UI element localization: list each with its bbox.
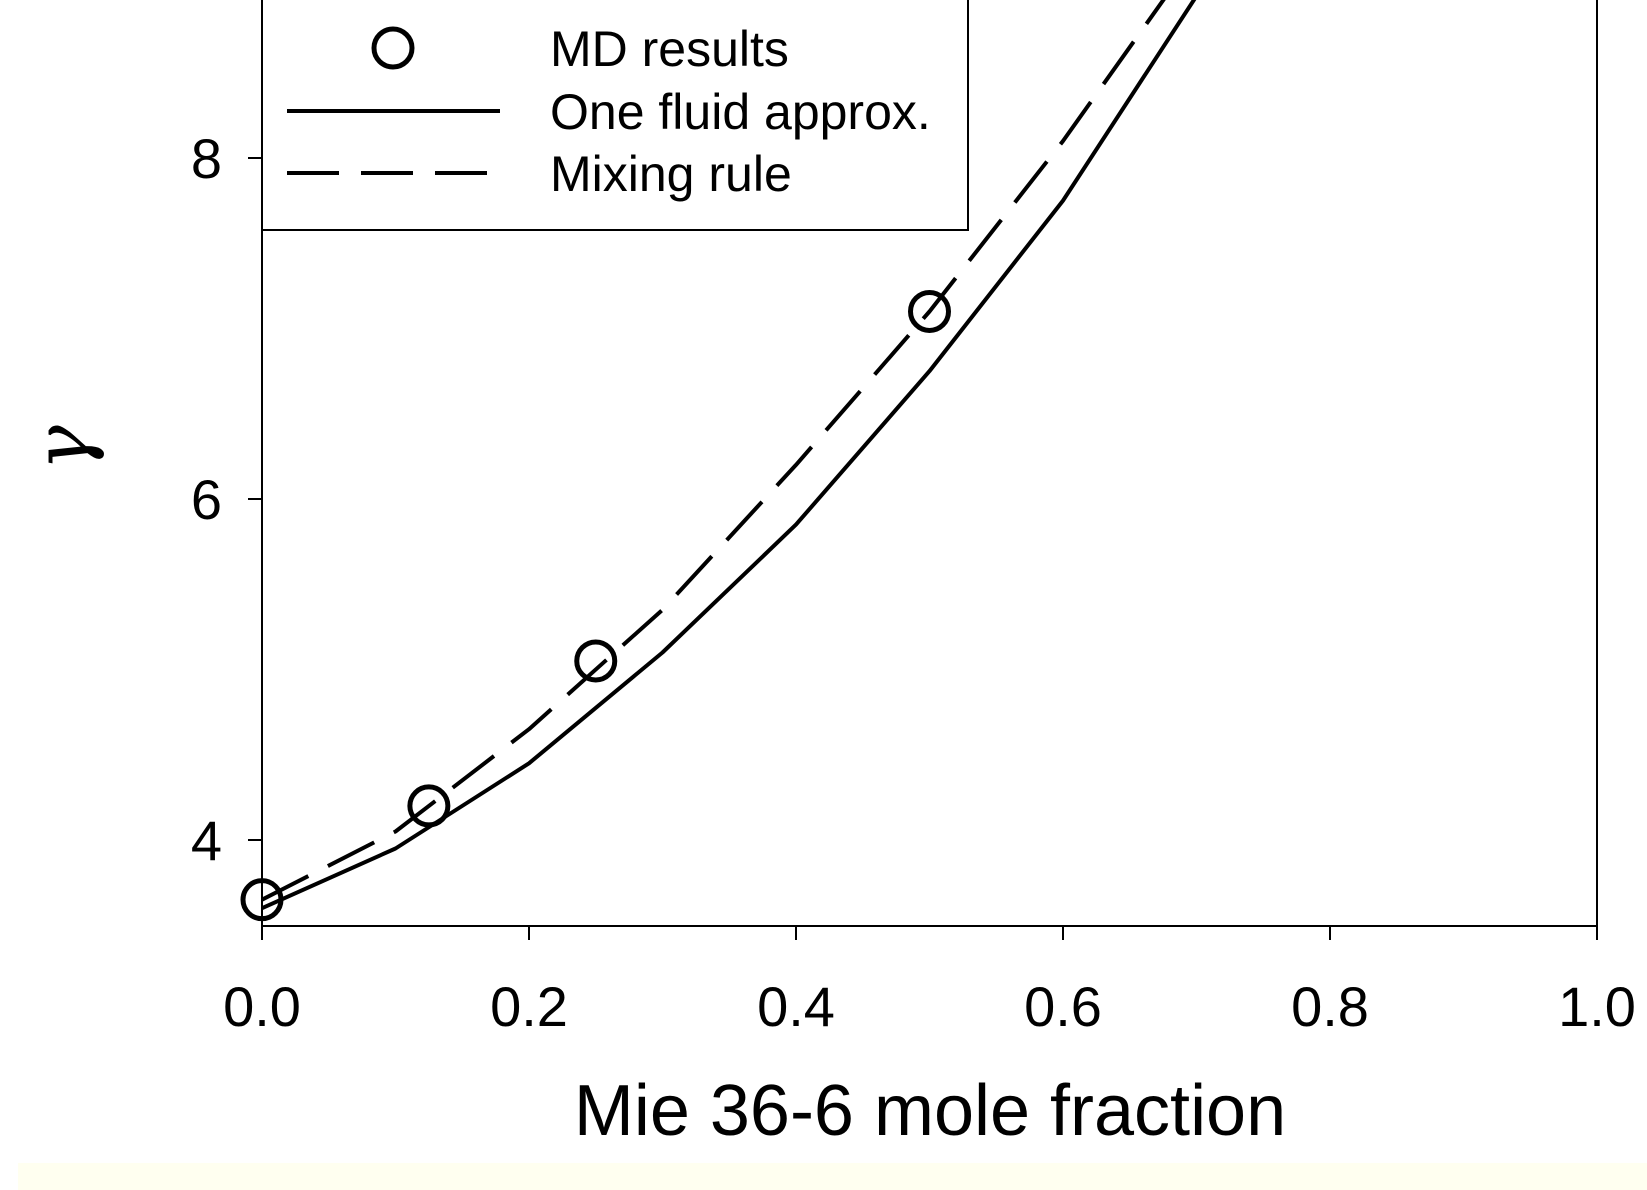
- legend-label: Mixing rule: [550, 146, 792, 202]
- x-tick-label: 0.4: [757, 975, 835, 1038]
- chart-svg: 0.00.20.40.60.81.0468101214 MD resultsOn…: [17, 0, 1636, 1151]
- x-axis-title: Mie 36-6 mole fraction: [574, 1071, 1286, 1151]
- axes-layer: 0.00.20.40.60.81.0468101214: [191, 0, 1636, 1038]
- x-tick-label: 0.8: [1291, 975, 1369, 1038]
- legend-label: One fluid approx.: [550, 84, 931, 140]
- legend-marker-circle: [371, 26, 415, 70]
- y-tick-label: 6: [191, 468, 222, 531]
- md-result-point: [574, 639, 618, 683]
- y-tick-label: 4: [191, 809, 222, 872]
- series-layer: [240, 0, 1197, 922]
- y-axis-title: γ: [17, 425, 106, 471]
- legend: MD results One fluid approx. Mixing rule: [261, 0, 969, 231]
- mixing-rule-line: [261, 0, 1166, 902]
- one-fluid-line: [261, 0, 1197, 911]
- legend-label: MD results: [550, 21, 789, 77]
- y-tick-label: 8: [191, 127, 222, 190]
- x-tick-label: 0.0: [223, 975, 301, 1038]
- legend-box: [261, 0, 969, 231]
- md-result-point: [908, 289, 951, 333]
- x-tick-label: 1.0: [1558, 975, 1636, 1038]
- x-tick-label: 0.6: [1024, 975, 1102, 1038]
- caption-strip: [18, 1163, 1647, 1190]
- x-tick-label: 0.2: [490, 975, 568, 1038]
